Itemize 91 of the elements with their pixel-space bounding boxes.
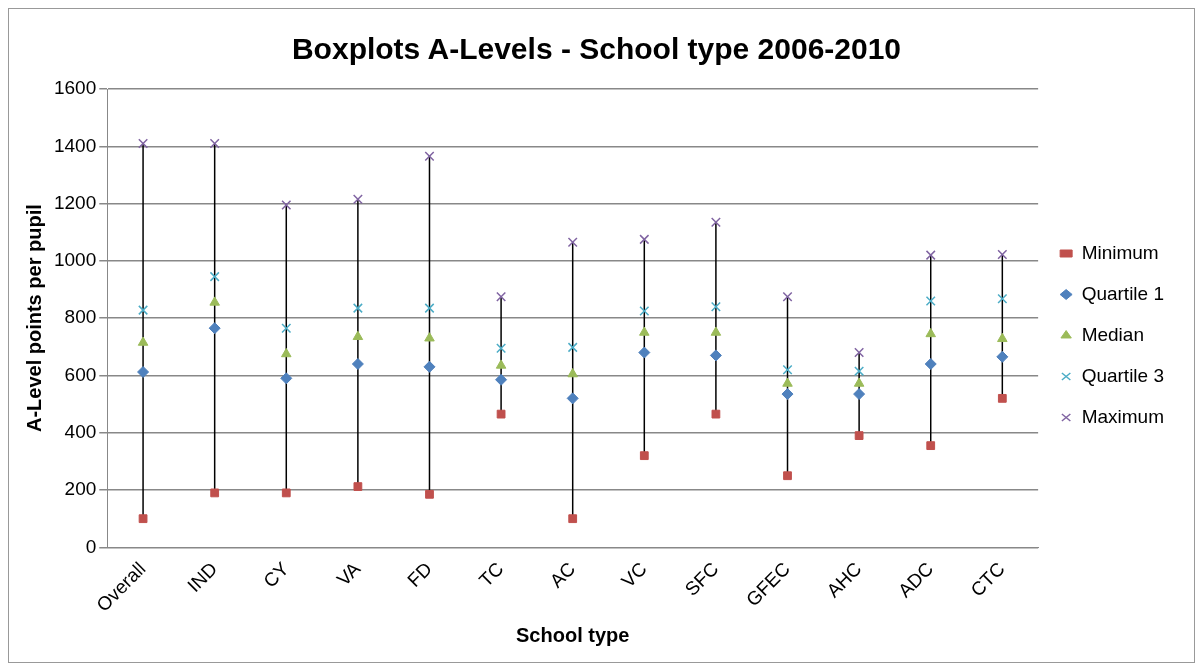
x-tick-label: AC [545,558,580,592]
point [710,301,721,312]
chart-title: Boxplots A-Levels - School type 2006-2010 [291,32,902,66]
point [352,303,363,314]
point [782,377,793,387]
point [208,322,221,335]
point [280,372,293,385]
point [209,271,220,282]
point [997,332,1008,343]
point [138,138,149,149]
y-tick-label: 400 [64,420,97,442]
point [138,514,148,524]
point [997,293,1008,304]
point [926,441,936,451]
x-axis-title: School type [516,623,630,646]
y-tick-label: 200 [64,478,97,500]
y-tick-label: 1200 [53,191,97,213]
x-tick-label: CTC [966,558,1009,601]
point [352,194,363,205]
x-tick-label: FD [403,558,437,591]
legend-label: Maximum [1081,405,1164,427]
point [495,373,508,386]
point [925,295,936,306]
point [924,357,937,370]
legend-label: Median [1081,323,1144,345]
point [997,249,1008,260]
point [638,346,651,359]
point [567,237,578,248]
point [351,357,364,370]
point [711,409,721,419]
legend-label: Minimum [1081,241,1159,263]
point [424,303,435,314]
point [353,482,363,491]
point [281,347,292,358]
point [567,342,578,353]
point [352,330,364,341]
point [568,514,578,524]
point [997,393,1007,403]
point [495,359,507,369]
y-tick-label: 800 [64,306,97,328]
point [496,409,506,419]
point [423,360,436,373]
point [854,347,865,358]
point [854,431,864,440]
point [782,364,793,375]
legend-label: Quartile 3 [1081,364,1164,386]
y-tick-label: 1600 [53,77,97,99]
x-tick-label: CY [259,557,294,592]
y-tick-label: 600 [64,363,97,385]
point [853,388,866,401]
point [925,250,936,261]
point [496,343,507,354]
point [639,451,649,461]
point [496,291,507,302]
legend-label: Quartile 1 [1081,282,1164,304]
point [782,291,793,302]
point [281,200,292,211]
y-axis-title: A-Level points per pupil [22,204,45,433]
point [783,471,792,481]
point [137,336,149,346]
point [137,366,150,379]
point [639,326,650,336]
point [710,217,721,228]
y-tick-label: 1400 [53,134,97,156]
point [709,349,722,362]
point [567,368,578,378]
point [854,366,865,377]
point [781,388,794,401]
y-tick-label: 0 [85,535,97,557]
x-tick-label: VC [617,558,651,592]
point [853,377,865,387]
point [424,151,435,162]
point [281,323,292,334]
point [209,138,220,149]
x-tick-label: SFC [680,558,723,600]
x-tick-label: TC [474,558,508,591]
point [209,296,220,306]
point [996,350,1009,363]
point [281,488,291,498]
x-tick-label: IND [183,558,222,597]
y-tick-label: 1000 [53,249,97,271]
point [710,326,722,336]
point [566,392,579,405]
point [639,306,650,316]
point [925,327,936,338]
point [425,489,434,499]
point [424,332,435,342]
point [639,234,650,245]
x-tick-label: VA [332,557,365,590]
point [138,305,149,316]
point [210,488,220,498]
